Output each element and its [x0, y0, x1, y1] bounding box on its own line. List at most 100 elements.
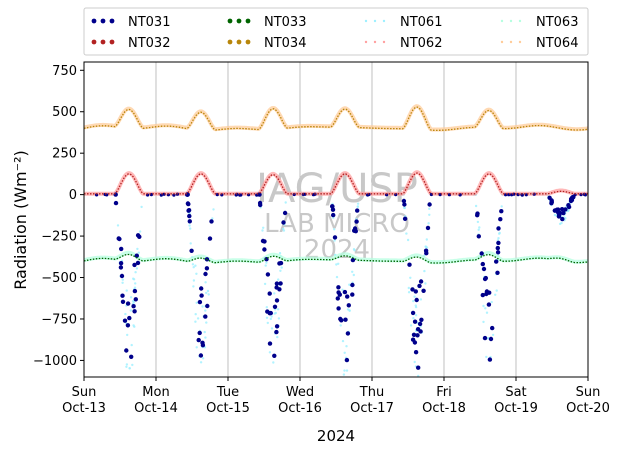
- data-point: [341, 339, 345, 343]
- data-point: [204, 309, 207, 312]
- data-point: [192, 266, 195, 269]
- data-point: [272, 353, 277, 358]
- x-tick-day: Sat: [505, 385, 526, 400]
- data-point: [113, 192, 118, 197]
- data-point: [405, 232, 408, 235]
- data-point: [198, 353, 204, 358]
- data-point: [330, 207, 336, 212]
- data-point: [125, 289, 128, 292]
- data-point: [336, 285, 341, 290]
- legend-marker: [245, 39, 251, 45]
- data-point: [418, 279, 424, 284]
- data-point: [337, 262, 340, 265]
- legend-marker: [382, 40, 386, 44]
- data-point: [482, 304, 485, 308]
- data-point: [195, 346, 198, 349]
- data-point: [127, 315, 132, 321]
- data-point: [350, 292, 355, 297]
- data-point: [496, 240, 501, 246]
- legend-marker: [100, 39, 106, 45]
- data-point: [356, 202, 360, 205]
- data-point: [559, 207, 565, 212]
- data-point: [280, 266, 283, 269]
- data-point: [201, 305, 204, 308]
- data-point: [353, 249, 356, 252]
- data-point: [414, 297, 419, 303]
- legend-marker: [109, 18, 115, 24]
- data-point: [409, 276, 412, 279]
- data-point: [201, 357, 205, 360]
- data-point: [485, 311, 489, 314]
- data-point: [265, 272, 271, 277]
- data-point: [348, 283, 351, 286]
- series-line: [83, 106, 588, 132]
- legend-label: NT033: [264, 15, 306, 30]
- legend: NT031 NT032 NT033 NT034 NT061 NT062 NT063 NT064: [83, 7, 589, 56]
- data-point: [272, 361, 275, 364]
- data-point: [423, 269, 426, 273]
- data-point: [116, 224, 120, 227]
- data-point: [354, 219, 359, 224]
- data-point: [199, 361, 203, 364]
- data-point: [189, 242, 192, 245]
- data-point: [419, 317, 424, 322]
- data-point: [137, 251, 140, 254]
- data-point: [128, 367, 131, 370]
- series-layer: [83, 104, 589, 378]
- data-point: [353, 229, 358, 234]
- data-point: [134, 282, 137, 285]
- legend-marker: [500, 19, 504, 23]
- data-point: [494, 293, 497, 296]
- data-point: [481, 266, 487, 272]
- data-point: [564, 217, 567, 220]
- series-nt033: [83, 253, 589, 264]
- x-tick-date: Oct-18: [422, 401, 466, 416]
- data-point: [409, 324, 413, 327]
- legend-marker: [245, 18, 251, 24]
- data-point: [345, 331, 351, 336]
- y-tick-label: 0: [69, 188, 77, 203]
- data-point: [197, 330, 202, 336]
- data-point: [351, 270, 354, 273]
- data-point: [196, 317, 200, 320]
- data-point: [125, 363, 129, 366]
- data-point: [424, 245, 427, 248]
- data-point: [126, 333, 129, 337]
- data-point: [490, 300, 493, 304]
- y-axis: −1000 −750 −500 −250 0 250 500 750: [33, 64, 84, 369]
- data-point: [403, 206, 406, 210]
- data-point: [278, 260, 284, 266]
- data-point: [424, 282, 427, 285]
- legend-item-nt031: NT031: [91, 15, 170, 30]
- data-point: [547, 195, 552, 200]
- data-point: [200, 340, 205, 345]
- data-point: [346, 303, 351, 308]
- data-point: [279, 269, 282, 272]
- data-point: [199, 293, 204, 298]
- series-nt063: [83, 250, 589, 265]
- data-point: [205, 321, 208, 324]
- data-point: [270, 315, 273, 318]
- data-point: [413, 289, 418, 294]
- legend-label: NT061: [400, 15, 442, 30]
- data-point: [417, 321, 423, 327]
- data-point: [277, 287, 282, 292]
- data-point: [425, 225, 431, 231]
- legend-marker: [364, 40, 368, 44]
- data-point: [498, 217, 503, 222]
- legend-marker: [91, 18, 97, 24]
- x-tick-day: Wed: [286, 385, 314, 400]
- data-point: [339, 324, 342, 327]
- data-point: [207, 293, 210, 296]
- data-point: [273, 292, 276, 295]
- legend-item-nt064: NT064: [500, 36, 578, 51]
- legend-label: NT063: [536, 15, 578, 30]
- data-point: [569, 197, 575, 203]
- legend-marker: [509, 19, 513, 23]
- data-point: [402, 202, 407, 207]
- data-point: [121, 278, 125, 281]
- data-point: [333, 228, 336, 231]
- data-point: [131, 363, 134, 367]
- data-point: [427, 202, 432, 207]
